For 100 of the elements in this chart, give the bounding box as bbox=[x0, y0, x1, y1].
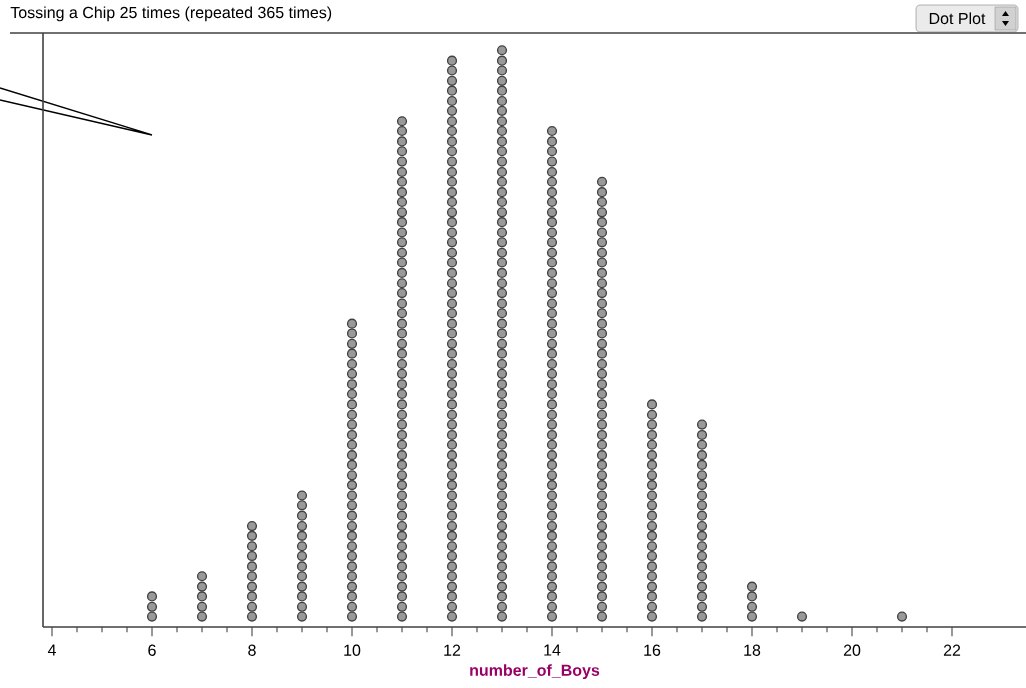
point bbox=[646, 419, 658, 430]
point bbox=[596, 541, 608, 552]
point bbox=[346, 429, 358, 441]
point bbox=[596, 550, 608, 562]
point bbox=[446, 75, 458, 86]
point bbox=[496, 217, 508, 228]
point bbox=[346, 490, 358, 501]
point bbox=[596, 459, 608, 470]
point bbox=[246, 541, 258, 552]
point bbox=[396, 166, 408, 178]
point bbox=[596, 490, 608, 501]
point bbox=[496, 338, 508, 349]
point bbox=[546, 601, 558, 612]
x-tick-label: 16 bbox=[644, 644, 661, 656]
point bbox=[446, 95, 458, 107]
point bbox=[646, 500, 658, 511]
point bbox=[396, 388, 408, 400]
point bbox=[646, 439, 658, 450]
point bbox=[496, 541, 508, 552]
point bbox=[396, 308, 408, 319]
point bbox=[596, 328, 608, 339]
point bbox=[446, 288, 458, 299]
point bbox=[696, 459, 708, 470]
point bbox=[496, 470, 508, 481]
point bbox=[596, 419, 608, 430]
point bbox=[396, 267, 408, 278]
point bbox=[446, 116, 458, 127]
point bbox=[396, 125, 408, 137]
point bbox=[496, 55, 508, 66]
point bbox=[696, 470, 708, 481]
point bbox=[596, 601, 608, 612]
point bbox=[496, 247, 508, 258]
point bbox=[546, 419, 558, 430]
point bbox=[696, 419, 708, 430]
point bbox=[446, 257, 458, 268]
point bbox=[446, 125, 458, 137]
point bbox=[646, 581, 658, 592]
x-tick-label: 8 bbox=[248, 644, 256, 656]
point bbox=[346, 601, 358, 612]
point bbox=[346, 379, 358, 390]
point bbox=[446, 581, 458, 592]
point bbox=[546, 338, 558, 349]
point bbox=[446, 500, 458, 511]
point bbox=[496, 146, 508, 157]
point bbox=[596, 187, 608, 198]
point bbox=[446, 541, 458, 552]
point bbox=[396, 439, 408, 450]
point bbox=[446, 227, 458, 238]
point bbox=[596, 237, 608, 248]
point bbox=[446, 278, 458, 289]
point bbox=[496, 318, 508, 329]
point bbox=[546, 399, 558, 410]
point bbox=[546, 581, 558, 592]
point bbox=[546, 187, 558, 198]
point bbox=[496, 399, 508, 410]
point bbox=[496, 267, 508, 278]
point bbox=[396, 480, 408, 491]
point bbox=[396, 237, 408, 248]
point bbox=[696, 450, 708, 461]
point bbox=[646, 611, 658, 622]
point bbox=[596, 388, 608, 400]
point bbox=[596, 379, 608, 390]
point bbox=[346, 550, 358, 562]
point bbox=[346, 571, 358, 582]
point bbox=[546, 298, 558, 309]
point bbox=[246, 530, 258, 541]
point bbox=[596, 470, 608, 481]
point bbox=[396, 520, 408, 532]
chart-title: Tossing a Chip 25 times (repeated 365 times) bbox=[10, 6, 332, 22]
point bbox=[446, 267, 458, 278]
point bbox=[446, 561, 458, 572]
point bbox=[596, 318, 608, 329]
point bbox=[446, 379, 458, 390]
point bbox=[446, 55, 458, 66]
point bbox=[296, 561, 308, 572]
point bbox=[396, 116, 408, 127]
point bbox=[496, 490, 508, 501]
point bbox=[346, 338, 358, 349]
point bbox=[446, 550, 458, 562]
x-axis-title: number_of_Boys bbox=[470, 664, 600, 680]
point bbox=[396, 257, 408, 268]
point bbox=[496, 571, 508, 582]
text: Dot Plot bbox=[929, 12, 986, 25]
point bbox=[246, 550, 258, 562]
point bbox=[346, 470, 358, 481]
point bbox=[496, 450, 508, 461]
point bbox=[696, 480, 708, 491]
point bbox=[496, 419, 508, 430]
point bbox=[596, 530, 608, 541]
point bbox=[496, 500, 508, 511]
point bbox=[396, 601, 408, 612]
point bbox=[496, 581, 508, 592]
point bbox=[696, 439, 708, 450]
point bbox=[496, 591, 508, 602]
point bbox=[446, 85, 458, 96]
point bbox=[396, 318, 408, 329]
point bbox=[496, 75, 508, 86]
point bbox=[646, 470, 658, 481]
point bbox=[496, 368, 508, 379]
point bbox=[496, 601, 508, 612]
